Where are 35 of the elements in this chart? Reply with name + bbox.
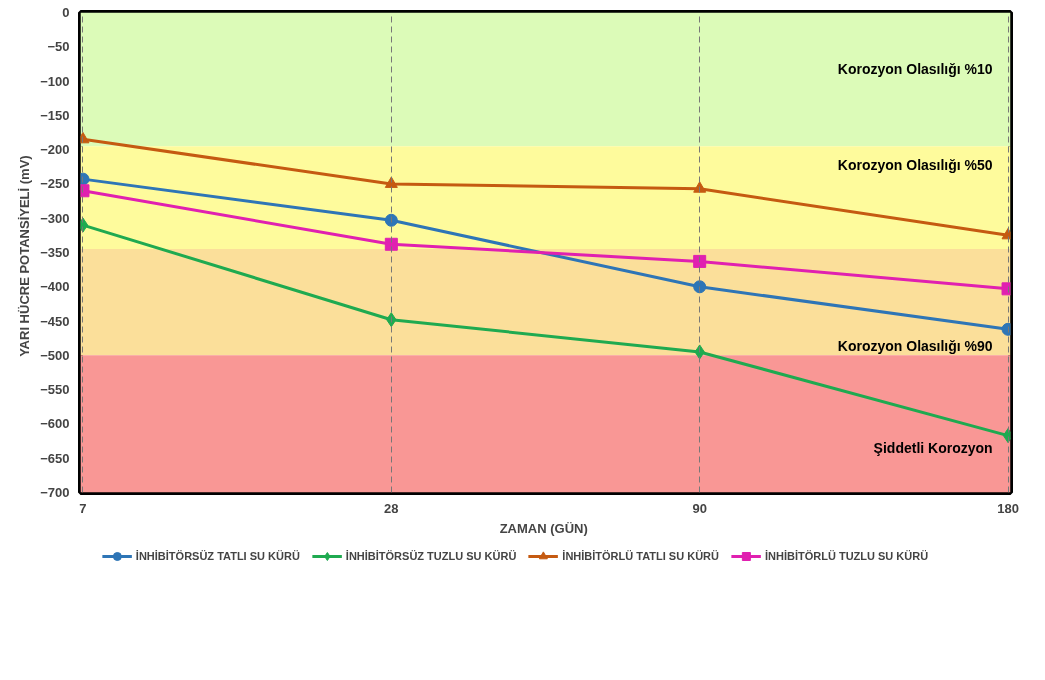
legend-label: İNHİBİTÖRLÜ TATLI SU KÜRÜ <box>562 550 719 562</box>
band-label: Korozyon Olasılığı %10 <box>837 61 993 78</box>
y-tick-label: −450 <box>40 313 70 329</box>
y-tick-label: −100 <box>40 73 70 89</box>
point <box>384 213 398 227</box>
y-tick-label: −200 <box>40 142 70 158</box>
y-tick-label: −400 <box>40 279 70 295</box>
x-tick-label: 180 <box>997 500 1019 516</box>
x-axis-title: ZAMAN (GÜN) <box>499 520 588 536</box>
band-label: Şiddetli Korozyon <box>873 439 993 456</box>
y-tick-label: −250 <box>40 176 70 192</box>
y-tick-label: −350 <box>40 245 70 260</box>
y-tick-label: −500 <box>40 347 70 363</box>
x-tick-label: 7 <box>79 500 87 516</box>
point <box>384 237 398 251</box>
y-tick-label: −700 <box>40 485 70 500</box>
x-tick-label: 90 <box>692 500 707 516</box>
y-tick-label: −300 <box>40 210 70 226</box>
point <box>693 280 707 294</box>
legend-label: İNHİBİTÖRSÜZ TUZLU SU KÜRÜ <box>345 550 517 562</box>
band-label: Korozyon Olasılığı %90 <box>837 337 993 354</box>
x-tick-label: 28 <box>384 500 399 516</box>
y-tick-label: 0 <box>62 5 70 20</box>
point <box>693 181 707 193</box>
point <box>384 176 398 188</box>
y-tick-label: −50 <box>47 39 70 55</box>
y-tick-label: −650 <box>40 450 70 466</box>
point <box>693 254 707 268</box>
band-label: Korozyon Olasılığı %50 <box>837 157 993 174</box>
y-tick-label: −150 <box>40 107 70 123</box>
legend-label: İNHİBİTÖRSÜZ TATLI SU KÜRÜ <box>135 550 300 562</box>
legend-label: İNHİBİTÖRLÜ TUZLU SU KÜRÜ <box>764 550 929 562</box>
y-tick-label: −600 <box>40 416 70 432</box>
y-axis-title: YARI HÜCRE POTANSİYELİ (mV) <box>17 155 33 357</box>
y-tick-label: −550 <box>40 382 70 398</box>
